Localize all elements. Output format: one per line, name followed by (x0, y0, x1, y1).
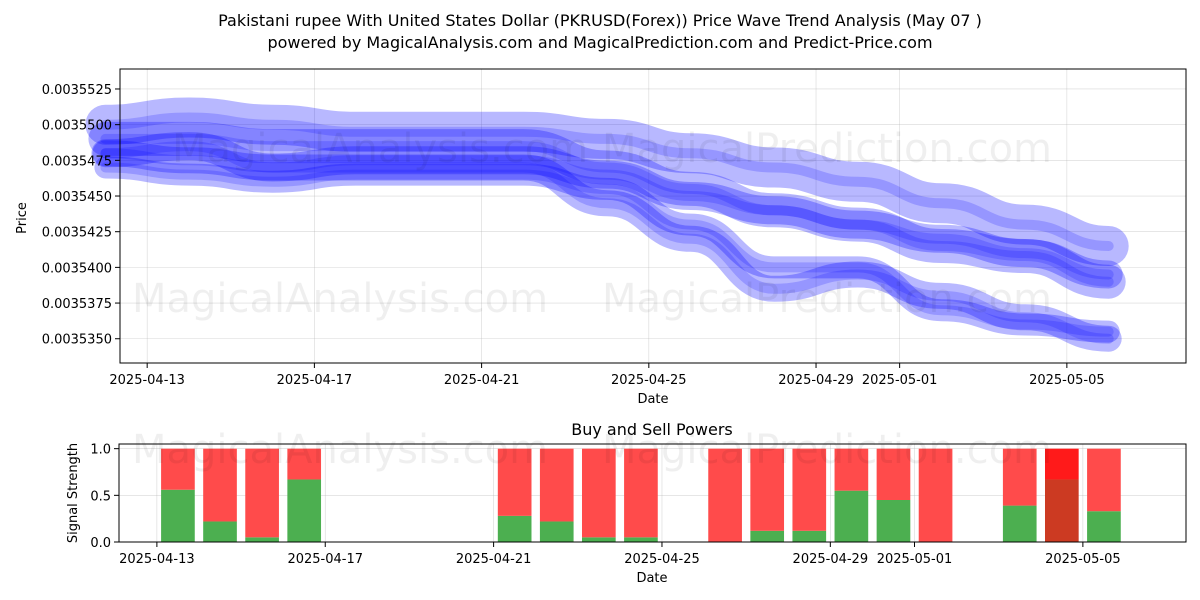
buy-power-bar (161, 489, 195, 542)
sell-power-bar (1087, 448, 1121, 512)
price-x-label: Date (637, 392, 668, 407)
price-x-tick-label: 2025-05-01 (862, 373, 938, 388)
price-x-tick-label: 2025-04-21 (444, 373, 520, 388)
watermark-prediction-bottom: MagicalPrediction.com (602, 427, 1052, 473)
powers-y-tick-label: 1.0 (90, 443, 111, 458)
powers-x-tick-label: 2025-04-29 (793, 552, 869, 567)
powers-y-tick-label: 0.0 (90, 536, 111, 551)
powers-x-tick-label: 2025-05-05 (1045, 552, 1121, 567)
powers-title: Buy and Sell Powers (571, 420, 733, 439)
price-y-tick-label: 0.0035450 (42, 190, 112, 205)
buy-power-bar (245, 537, 279, 542)
price-y-tick-label: 0.0035425 (42, 226, 112, 241)
sell-power-bar (287, 448, 322, 480)
price-y-tick-label: 0.0035500 (42, 119, 112, 134)
sell-power-bar (203, 448, 237, 522)
powers-plot-frame (118, 443, 1187, 543)
price-y-tick-label: 0.0035400 (42, 261, 112, 276)
buy-power-bar (876, 500, 911, 542)
price-x-tick-label: 2025-04-25 (611, 373, 687, 388)
chart-title-line2: powered by MagicalAnalysis.com and Magic… (267, 33, 932, 52)
price-wave-core (100, 141, 1114, 280)
powers-x-tick-label: 2025-05-01 (877, 552, 953, 567)
buy-power-bar (750, 530, 785, 542)
sell-power-bar (750, 448, 785, 531)
sell-power-bar (245, 448, 279, 538)
powers-y-axis: 0.0 0.5 1.0 (90, 443, 119, 551)
powers-x-tick-label: 2025-04-25 (624, 552, 700, 567)
price-wave-core (100, 133, 1114, 287)
buy-power-bar (624, 537, 658, 542)
chart-title-line1: Pakistani rupee With United States Dolla… (218, 11, 982, 30)
sell-power-bar (624, 448, 658, 538)
powers-y-label: Signal Strength (66, 443, 81, 543)
powers-x-axis: 2025-04-13 2025-04-17 2025-04-21 2025-04-25… (119, 542, 1121, 567)
buy-power-bar (497, 515, 532, 542)
watermark-analysis-bottom: MagicalAnalysis.com (132, 427, 548, 473)
buy-power-bar (1087, 511, 1121, 542)
price-x-axis: 2025-04-13 2025-04-17 2025-04-21 2025-04-25… (109, 363, 1105, 388)
powers-x-tick-label: 2025-04-21 (456, 552, 532, 567)
buy-power-bar (834, 490, 869, 542)
sell-power-bar (834, 448, 869, 491)
price-x-tick-label: 2025-05-05 (1029, 373, 1105, 388)
price-wave-band (85, 97, 1129, 266)
price-y-tick-label: 0.0035525 (42, 83, 112, 98)
price-x-tick-label: 2025-04-29 (778, 373, 854, 388)
powers-y-tick-label: 0.5 (90, 489, 111, 504)
price-waves (85, 97, 1129, 352)
price-y-label: Price (15, 202, 30, 234)
buy-power-bar (581, 537, 616, 542)
price-y-axis: 0.0035350 0.0035375 0.0035400 0.0035425 0.00… (42, 83, 120, 348)
price-wave-band (91, 132, 1123, 289)
sell-power-bar (1002, 448, 1037, 506)
sell-power-bar (708, 448, 742, 542)
sell-power-bar (876, 448, 911, 500)
buy-power-bar (539, 521, 574, 542)
sell-power-bar (581, 448, 616, 538)
sell-power-bar (539, 448, 574, 522)
sell-power-bar (792, 448, 827, 531)
watermark-prediction-top2: MagicalPrediction.com (602, 126, 1052, 172)
price-wave-band (94, 156, 1120, 343)
buy-power-bar (203, 521, 237, 542)
sell-power-bar (161, 448, 195, 490)
sell-power-bar (497, 448, 532, 516)
watermark-analysis-top: MagicalAnalysis.com (132, 276, 548, 322)
sell-power-bar (918, 448, 953, 542)
price-wave-core (100, 148, 1114, 344)
buy-power-bar (1002, 505, 1037, 542)
price-x-tick-label: 2025-04-17 (277, 373, 353, 388)
buy-power-bar (287, 479, 322, 542)
price-wave-core (100, 162, 1114, 337)
watermark-analysis-top2: MagicalAnalysis.com (172, 126, 588, 172)
powers-x-tick-label: 2025-04-13 (119, 552, 195, 567)
powers-x-tick-label: 2025-04-17 (287, 552, 363, 567)
powers-x-label: Date (636, 571, 667, 586)
watermark-prediction-top: MagicalPrediction.com (602, 276, 1052, 322)
price-wave-band (88, 121, 1126, 299)
price-y-tick-label: 0.0035475 (42, 154, 112, 169)
buy-power-bar (792, 530, 827, 542)
buy-power-bar (1044, 479, 1079, 542)
price-grid (120, 69, 1186, 363)
powers-bars (161, 448, 1121, 542)
price-wave-band (92, 140, 1122, 352)
price-y-tick-label: 0.0035350 (42, 333, 112, 348)
price-wave-core (100, 112, 1114, 251)
sell-power-bar (1044, 448, 1079, 480)
price-plot-frame (119, 68, 1187, 364)
price-x-tick-label: 2025-04-13 (109, 373, 185, 388)
price-y-tick-label: 0.0035375 (42, 297, 112, 312)
